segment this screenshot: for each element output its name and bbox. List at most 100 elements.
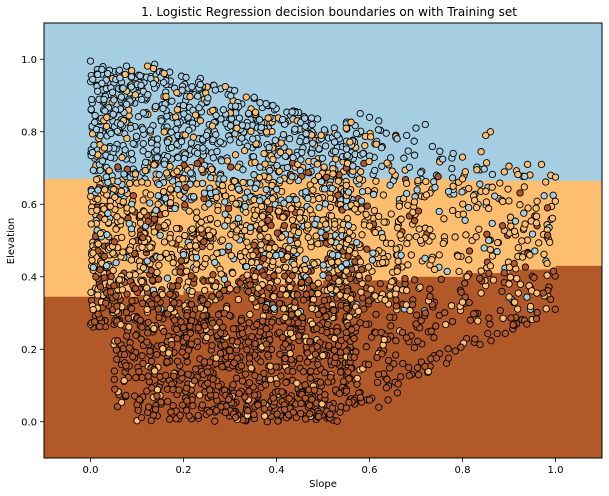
data-point bbox=[477, 289, 485, 297]
data-point bbox=[410, 198, 419, 206]
data-point bbox=[207, 174, 215, 182]
data-point bbox=[124, 314, 133, 323]
data-point bbox=[157, 398, 165, 406]
data-point bbox=[342, 387, 351, 395]
data-point bbox=[186, 92, 194, 101]
data-point bbox=[533, 289, 541, 297]
data-point bbox=[144, 372, 152, 380]
data-point bbox=[532, 212, 541, 220]
data-point bbox=[273, 410, 281, 418]
data-point bbox=[449, 182, 457, 190]
data-point bbox=[170, 316, 179, 324]
data-point bbox=[153, 350, 161, 359]
data-point bbox=[461, 216, 469, 224]
data-point bbox=[268, 318, 276, 326]
data-point bbox=[498, 222, 507, 230]
data-point bbox=[196, 80, 204, 89]
data-point bbox=[231, 151, 240, 159]
data-point bbox=[337, 368, 345, 376]
data-point bbox=[128, 297, 136, 305]
data-point bbox=[403, 239, 411, 248]
data-point bbox=[306, 206, 314, 214]
data-point bbox=[504, 185, 512, 193]
data-point bbox=[131, 392, 139, 400]
x-axis: 0.0 0.2 0.4 0.6 0.8 1.0 bbox=[83, 458, 563, 476]
data-point bbox=[274, 417, 282, 425]
data-point bbox=[89, 75, 97, 83]
data-point bbox=[212, 193, 221, 202]
data-point bbox=[344, 368, 352, 376]
data-point bbox=[266, 362, 274, 370]
data-point bbox=[326, 194, 335, 202]
data-point bbox=[477, 148, 485, 156]
data-point bbox=[235, 114, 244, 122]
data-point bbox=[256, 163, 264, 171]
data-point bbox=[370, 206, 379, 215]
data-point bbox=[287, 355, 295, 364]
data-point bbox=[111, 193, 119, 201]
data-point bbox=[332, 155, 340, 163]
data-point bbox=[280, 305, 288, 313]
data-point bbox=[111, 385, 119, 393]
data-point bbox=[378, 162, 386, 170]
data-point bbox=[417, 169, 425, 177]
data-point bbox=[154, 200, 162, 208]
data-point bbox=[131, 91, 140, 99]
data-point bbox=[129, 353, 137, 361]
data-point bbox=[156, 253, 164, 262]
data-point bbox=[150, 215, 158, 223]
data-point bbox=[123, 165, 131, 173]
data-point bbox=[235, 389, 243, 398]
data-point bbox=[444, 345, 452, 353]
data-point bbox=[439, 239, 447, 248]
data-point bbox=[166, 290, 174, 298]
data-point bbox=[254, 284, 262, 292]
data-point bbox=[530, 274, 538, 282]
data-point bbox=[256, 197, 264, 205]
data-point bbox=[293, 291, 301, 299]
data-point bbox=[342, 124, 350, 132]
y-tick-label: 0.4 bbox=[21, 272, 37, 283]
data-point bbox=[281, 340, 290, 348]
data-point bbox=[421, 120, 429, 129]
data-point bbox=[351, 249, 359, 258]
data-point bbox=[260, 149, 268, 158]
data-point bbox=[424, 367, 433, 376]
data-point bbox=[245, 319, 253, 327]
data-point bbox=[459, 210, 468, 218]
data-point bbox=[430, 265, 439, 274]
data-point bbox=[233, 286, 241, 294]
data-point bbox=[486, 128, 495, 136]
data-point bbox=[330, 334, 339, 343]
data-point bbox=[514, 244, 522, 252]
data-point bbox=[301, 114, 309, 122]
data-point bbox=[233, 124, 241, 132]
data-point bbox=[325, 342, 333, 350]
data-point bbox=[245, 379, 254, 387]
data-point bbox=[226, 346, 234, 355]
data-point bbox=[417, 316, 425, 325]
data-point bbox=[448, 317, 457, 326]
data-point bbox=[196, 391, 204, 399]
data-point bbox=[213, 219, 222, 228]
data-point bbox=[221, 198, 229, 206]
data-point bbox=[375, 117, 383, 125]
data-point bbox=[272, 185, 281, 194]
data-point bbox=[369, 190, 378, 199]
data-point bbox=[199, 312, 207, 320]
data-point bbox=[176, 411, 184, 419]
data-point bbox=[131, 170, 140, 178]
data-point bbox=[373, 353, 381, 362]
data-point bbox=[372, 140, 380, 148]
data-point bbox=[310, 260, 318, 268]
data-point bbox=[486, 262, 495, 270]
data-point bbox=[268, 181, 276, 190]
data-point bbox=[312, 232, 320, 240]
data-point bbox=[155, 171, 163, 179]
data-point bbox=[397, 215, 405, 223]
data-point bbox=[113, 355, 121, 363]
data-point bbox=[278, 115, 287, 124]
data-point bbox=[305, 401, 314, 409]
data-point bbox=[138, 277, 146, 286]
data-point bbox=[392, 302, 400, 310]
